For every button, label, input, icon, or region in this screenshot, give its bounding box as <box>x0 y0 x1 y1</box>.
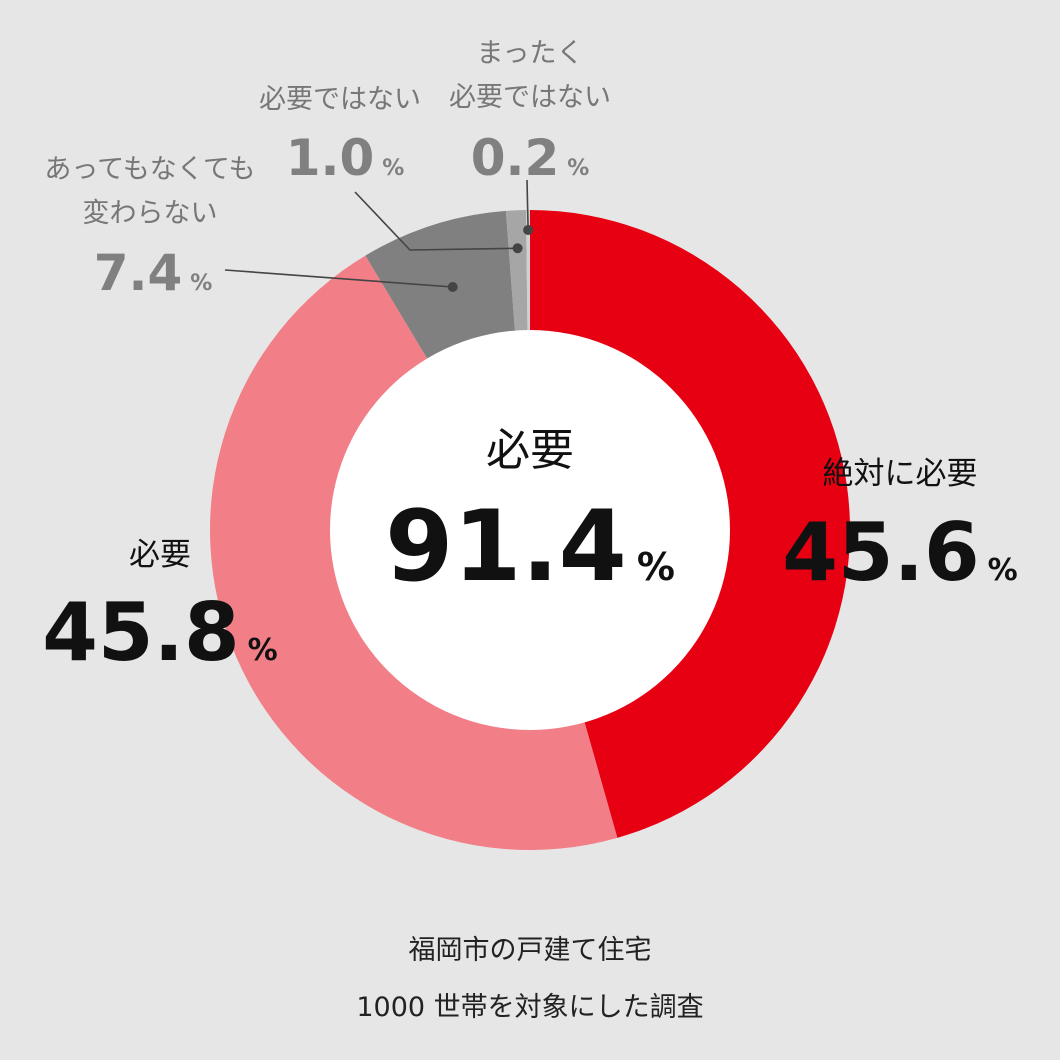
leader-lines <box>224 179 534 292</box>
slice-value-3: 1.0% <box>286 129 405 187</box>
leader-line-4 <box>526 179 529 231</box>
slice-value-4: 0.2% <box>471 129 590 187</box>
slice-value-0: 45.6% <box>782 506 1017 599</box>
slice-label-0-line-0: 絶対に必要 <box>823 456 978 492</box>
slice-label-2-line-0: あってもなくても <box>44 154 255 185</box>
center-label: 必要 91.4% <box>385 425 675 604</box>
slice-value-1: 45.8% <box>42 586 277 679</box>
slice-label-3-line-0: 必要ではない <box>259 84 421 115</box>
caption-line-2: 1000 世帯を対象にした調査 <box>356 992 704 1023</box>
leader-line-3 <box>354 191 518 251</box>
donut-hole <box>330 330 730 730</box>
caption-line-1: 福岡市の戸建て住宅 <box>408 935 652 966</box>
slice-label-1-line-0: 必要 <box>129 537 191 573</box>
leader-dot-3 <box>512 243 523 254</box>
leader-line-2 <box>224 269 453 288</box>
slice-label-2-line-1: 変わらない <box>83 198 218 229</box>
leader-dot-4 <box>523 225 534 236</box>
slice-label-4-line-0: まったく <box>477 38 584 69</box>
center-caption: 必要 <box>486 425 574 476</box>
slice-label-4-line-1: 必要ではない <box>449 82 611 113</box>
slice-value-2: 7.4% <box>94 244 213 302</box>
leader-dot-2 <box>447 281 458 292</box>
center-value: 91.4% <box>385 490 675 604</box>
